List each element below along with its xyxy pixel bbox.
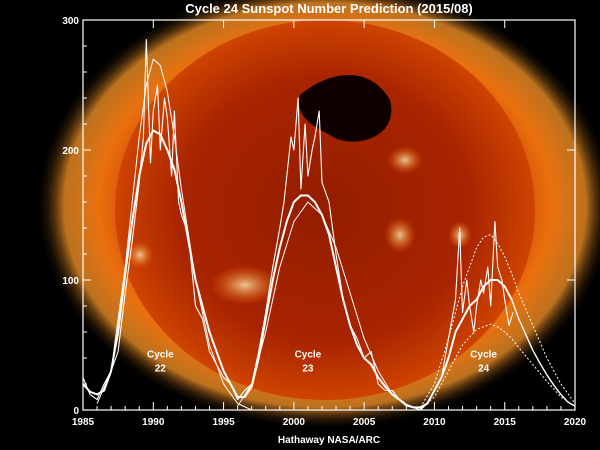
x-tick-label: 1990: [142, 417, 165, 428]
cycle-number: 23: [302, 364, 314, 375]
y-tick-label: 300: [62, 16, 79, 27]
x-tick-label: 1995: [212, 417, 235, 428]
sun-disk: [115, 20, 535, 400]
axis-ticks: 1985 1990 1995 2000 2005 2010 2015 2020 0 100 200 3…: [62, 16, 586, 428]
cycle-number: 24: [478, 364, 490, 375]
series-line: [420, 323, 576, 410]
coronal-hole-shape: [299, 75, 392, 142]
y-tick-label: 100: [62, 276, 79, 287]
active-region-glow: [126, 241, 154, 269]
active-region-glow: [384, 217, 416, 253]
active-region-glow: [387, 146, 423, 174]
cycle-number: 22: [155, 364, 167, 375]
x-tick-label: 2015: [494, 417, 517, 428]
x-tick-label: 2010: [423, 417, 446, 428]
series-line: [82, 38, 514, 411]
series-line: [511, 299, 576, 407]
series-layer: [82, 38, 576, 411]
y-tick-label: 200: [62, 146, 79, 157]
x-tick-label: 2005: [353, 417, 376, 428]
x-tick-label: 1985: [72, 417, 95, 428]
series-line: [82, 129, 513, 409]
y-tick-label: 0: [73, 406, 79, 417]
plot-frame: [82, 19, 576, 411]
chart-title: Cycle 24 Sunspot Number Prediction (2015…: [185, 1, 473, 16]
cycle-labels: Cycle 22 Cycle 23 Cycle 24: [147, 350, 497, 375]
series-line: [419, 234, 576, 408]
series-line: [96, 58, 252, 411]
cycle-label: Cycle: [295, 350, 322, 361]
active-region-glow: [210, 265, 280, 305]
x-tick-label: 2000: [283, 417, 306, 428]
series-line: [237, 201, 421, 411]
x-tick-label: 2020: [564, 417, 587, 428]
cycle-label: Cycle: [147, 350, 174, 361]
cycle-label: Cycle: [470, 350, 497, 361]
chart-credit: Hathaway NASA/ARC: [278, 435, 380, 446]
